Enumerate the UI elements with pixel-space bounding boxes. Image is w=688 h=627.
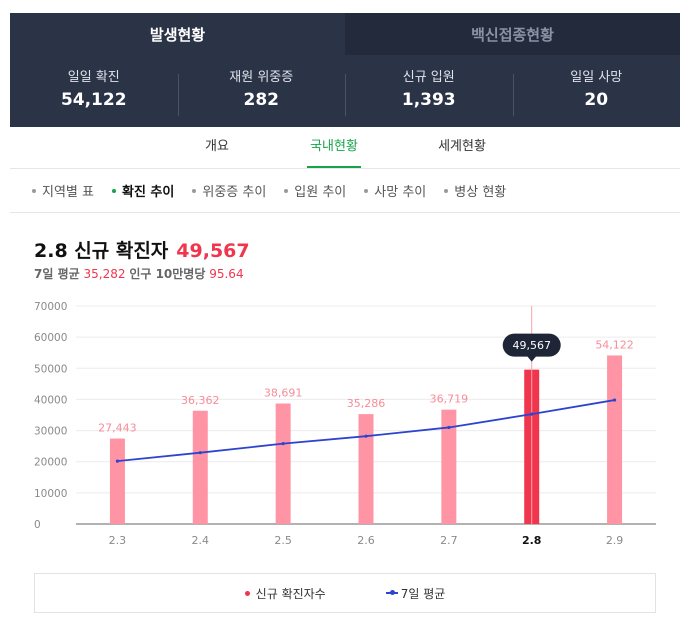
legend-label: 신규 확진자수: [255, 586, 326, 601]
stat-value: 1,393: [401, 90, 456, 110]
stat-new-hospitalized: 신규 입원 1,393: [345, 70, 513, 116]
legend-line-icon: [385, 590, 398, 595]
confirmed-trend-chart: 0 10000 20000 30000 40000 50000 60000 70000 27,4…: [34, 301, 656, 547]
legend-label: 7일 평균: [400, 586, 446, 601]
bar-value-label: 54,122: [595, 338, 634, 351]
headline-value: 49,567: [176, 240, 250, 262]
y-tick-label: 0: [34, 519, 41, 531]
bar-2.7[interactable]: [441, 409, 457, 524]
stat-label: 재원 위중증: [229, 70, 294, 85]
sub-tab-bar: 개요 국내현황 세계현황: [10, 128, 680, 169]
summary-stats: 일일 확진 54,122 재원 위중증 282 신규 입원 1,393 일일 사…: [10, 55, 680, 127]
chart-subline: 7일 평균 35,282 인구 10만명당 95.64: [34, 265, 244, 282]
bullet-icon: [192, 188, 197, 193]
y-tick-label: 50000: [34, 363, 67, 375]
chart-headline: 2.8 신규 확진자 49,567: [34, 236, 250, 263]
stat-daily-confirmed: 일일 확진 54,122: [10, 70, 178, 112]
x-tick-label: 2.3: [109, 534, 127, 547]
avg-point[interactable]: [612, 398, 617, 402]
tooltip-bubble: [502, 333, 561, 357]
stat-value: 54,122: [60, 90, 127, 110]
stat-value: 282: [243, 90, 280, 110]
tab-vaccination-status[interactable]: 백신접종현황: [345, 13, 680, 55]
bar-value-label: 35,286: [347, 397, 386, 410]
y-tick-label: 30000: [34, 426, 67, 438]
bar-value-label: 38,691: [264, 387, 303, 400]
bar-2.9[interactable]: [607, 355, 623, 524]
y-tick-label: 10000: [34, 488, 67, 500]
tab-occurrence-status[interactable]: 발생현황: [10, 13, 345, 55]
bar-2.6[interactable]: [358, 414, 374, 524]
avg-point[interactable]: [447, 425, 451, 430]
tab-domestic[interactable]: 국내현황: [307, 128, 361, 168]
x-tick-label: 2.7: [440, 534, 458, 547]
x-tick-label: 2.6: [357, 534, 375, 547]
bullet-icon: [444, 188, 449, 193]
bar-value-label: 27,443: [98, 422, 137, 435]
stat-label: 신규 입원: [402, 70, 455, 85]
avg-value: 35,282: [83, 267, 126, 281]
filter-bar: 지역별 표 확진 추이 위중증 추이 입원 추이 사망 추이 병상 현황: [10, 169, 680, 213]
headline-title: 2.8 신규 확진자: [34, 240, 169, 262]
avg-point[interactable]: [364, 434, 368, 438]
bullet-icon: [32, 188, 36, 193]
top-tab-bar: 발생현황 백신접종현황: [10, 13, 680, 55]
filter-label: 사망 추이: [374, 185, 427, 200]
tooltip-pointer: [526, 355, 537, 362]
filter-label: 확진 추이: [121, 185, 175, 200]
stat-critical: 재원 위중증 282: [177, 70, 346, 116]
avg-point[interactable]: [281, 442, 285, 446]
tooltip-value: 49,567: [512, 339, 551, 352]
y-tick-label: 70000: [34, 301, 67, 313]
legend-item-avg[interactable]: 7일 평균: [385, 585, 446, 602]
avg-point[interactable]: [115, 459, 120, 463]
bullet-icon: [111, 188, 116, 193]
x-tick-label: 2.9: [606, 534, 624, 547]
avg-point[interactable]: [530, 412, 534, 416]
legend-item-confirmed[interactable]: 신규 확진자수: [244, 585, 326, 602]
y-tick-label: 60000: [34, 332, 67, 344]
stat-label: 일일 확진: [67, 70, 120, 85]
filter-regional-table[interactable]: 지역별 표: [32, 181, 94, 200]
bar-value-label: 36,362: [181, 394, 220, 407]
filter-critical-trend[interactable]: 위중증 추이: [192, 181, 266, 200]
filter-confirmed-trend[interactable]: 확진 추이: [111, 181, 175, 200]
stat-daily-deaths: 일일 사망 20: [512, 70, 681, 116]
y-tick-label: 40000: [34, 394, 67, 406]
avg-point[interactable]: [198, 451, 202, 455]
bar-2.5[interactable]: [275, 403, 291, 524]
chart-legend: 신규 확진자수 7일 평균: [34, 573, 656, 613]
stat-label: 일일 사망: [570, 70, 623, 85]
filter-label: 병상 현황: [454, 185, 507, 200]
x-tick-label: 2.5: [274, 534, 292, 547]
tab-world[interactable]: 세계현황: [438, 139, 486, 154]
legend-dot-icon: [244, 590, 250, 596]
tab-overview[interactable]: 개요: [205, 139, 229, 154]
filter-hospital-trend[interactable]: 입원 추이: [284, 181, 346, 200]
per-population-label: 인구 10만명당: [129, 267, 206, 281]
stat-value: 20: [584, 90, 609, 110]
bar-2.3[interactable]: [109, 438, 125, 524]
filter-label: 위중증 추이: [202, 185, 267, 200]
bullet-icon: [364, 188, 369, 193]
filter-death-trend[interactable]: 사망 추이: [364, 181, 426, 200]
filter-bed-status[interactable]: 병상 현황: [444, 181, 506, 200]
filter-label: 입원 추이: [294, 185, 347, 200]
bar-value-label: 36,719: [430, 393, 469, 406]
per-population-value: 95.64: [209, 267, 244, 281]
x-tick-label: 2.4: [192, 534, 210, 547]
bar-2.4[interactable]: [192, 410, 208, 524]
avg-label: 7일 평균: [34, 267, 80, 281]
filter-label: 지역별 표: [42, 185, 94, 200]
x-tick-label: 2.8: [522, 534, 542, 547]
y-tick-label: 20000: [34, 457, 67, 469]
bullet-icon: [284, 188, 289, 193]
